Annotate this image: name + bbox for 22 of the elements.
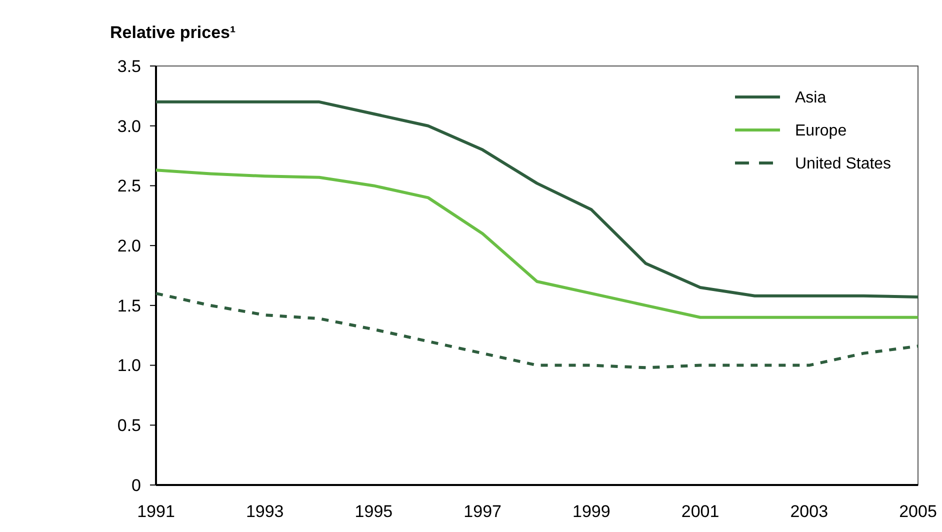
- line-series: [154, 292, 920, 370]
- y-tick-label: 0: [132, 476, 141, 495]
- y-tick-label: 1.5: [117, 296, 141, 316]
- y-tick-label: 0.5: [117, 416, 141, 436]
- x-tick-label: 2001: [681, 502, 720, 521]
- x-tick-label: 2005: [899, 502, 937, 521]
- x-tick-label: 1997: [464, 502, 502, 521]
- legend-label: United States: [795, 156, 892, 173]
- y-tick-label: 1.0: [117, 356, 141, 376]
- y-tick-label: 3.0: [117, 116, 141, 136]
- chart-title: Relative prices¹: [110, 23, 236, 42]
- x-tick-label: 1993: [246, 502, 284, 521]
- y-tick-label: 2.0: [117, 236, 141, 256]
- x-tick-label: 1999: [572, 502, 610, 521]
- legend-label: Europe: [795, 122, 847, 140]
- x-tick-label: 2003: [790, 502, 828, 521]
- line-series: [154, 168, 920, 319]
- x-tick-label: 1995: [354, 502, 393, 521]
- y-tick-label: 2.5: [117, 176, 141, 196]
- y-tick-label: 3.5: [117, 56, 141, 76]
- x-tick-label: 1991: [137, 502, 175, 521]
- legend-label: Asia: [795, 90, 826, 107]
